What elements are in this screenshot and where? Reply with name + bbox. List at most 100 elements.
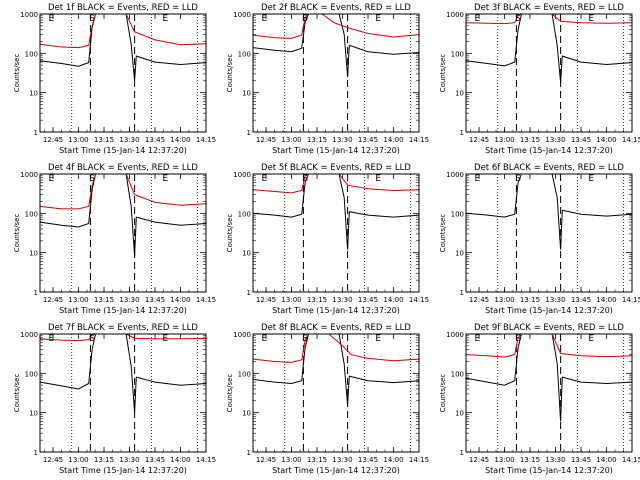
- region-marker: E: [375, 334, 381, 344]
- plot-frame: [465, 173, 633, 293]
- plot-frame: [39, 173, 207, 293]
- lld-series-line: [39, 173, 207, 210]
- x-tick-label: 14:00: [170, 296, 190, 304]
- x-tick-label: 14:15: [622, 296, 640, 304]
- y-tick-label: 100: [451, 50, 464, 58]
- y-axis-label: Counts/sec: [13, 214, 21, 253]
- region-marker: S: [302, 334, 308, 344]
- y-tick-label: 10: [455, 250, 464, 258]
- x-tick-label: 12:45: [43, 296, 63, 304]
- x-tick-label: 14:15: [196, 136, 216, 144]
- y-tick-label: 100: [25, 50, 38, 58]
- x-tick-label: 13:15: [307, 456, 327, 464]
- x-tick-label: 13:15: [520, 296, 540, 304]
- x-tick-label: 13:45: [571, 296, 591, 304]
- chart-title: Det 2f BLACK = Events, RED = LLD: [261, 3, 411, 13]
- lld-series-line: [465, 333, 633, 358]
- y-tick-label: 1000: [233, 171, 251, 179]
- y-tick-label: 1: [460, 289, 464, 297]
- plot-frame: [39, 13, 207, 133]
- x-tick-label: 13:45: [145, 456, 165, 464]
- x-tick-label: 12:45: [256, 456, 276, 464]
- plot-frame: [252, 333, 420, 453]
- y-tick-label: 1000: [233, 331, 251, 339]
- x-tick-label: 14:00: [596, 456, 616, 464]
- region-marker: S: [515, 334, 521, 344]
- chart-panel-6: Det 6f BLACK = Events, RED = LLD Counts/s…: [439, 163, 640, 315]
- x-axis-label: Start Time (15-Jan-14 12:37:20): [272, 306, 400, 315]
- x-tick-label: 13:00: [281, 456, 301, 464]
- x-tick-label: 13:00: [68, 456, 88, 464]
- y-axis-label: Counts/sec: [226, 214, 234, 253]
- y-tick-label: 100: [238, 50, 251, 58]
- y-axis-label: Counts/sec: [439, 374, 447, 413]
- region-marker: S: [515, 14, 521, 24]
- y-axis-label: Counts/sec: [439, 54, 447, 93]
- plot-frame: [465, 13, 633, 133]
- region-marker: E: [48, 334, 54, 344]
- region-marker: S: [89, 174, 95, 184]
- events-series-line: [465, 13, 633, 83]
- x-tick-label: 12:45: [256, 296, 276, 304]
- region-marker: S: [302, 174, 308, 184]
- x-tick-label: 13:45: [571, 456, 591, 464]
- x-tick-label: 13:45: [571, 136, 591, 144]
- x-tick-label: 13:15: [94, 136, 114, 144]
- y-tick-label: 1000: [233, 11, 251, 19]
- x-tick-label: 12:45: [469, 136, 489, 144]
- x-axis-label: Start Time (15-Jan-14 12:37:20): [272, 146, 400, 155]
- region-marker: E: [48, 174, 54, 184]
- region-marker: E: [474, 334, 480, 344]
- events-series-line: [465, 173, 633, 250]
- x-tick-label: 13:45: [358, 456, 378, 464]
- region-marker: E: [474, 174, 480, 184]
- chart-panel-9: Det 9f BLACK = Events, RED = LLD Counts/s…: [439, 323, 640, 475]
- region-marker: E: [375, 174, 381, 184]
- x-tick-label: 13:30: [332, 456, 352, 464]
- x-axis-label: Start Time (15-Jan-14 12:37:20): [485, 146, 613, 155]
- x-tick-label: 13:30: [119, 456, 139, 464]
- y-tick-label: 100: [238, 210, 251, 218]
- x-tick-label: 14:00: [596, 296, 616, 304]
- region-marker: E: [588, 334, 594, 344]
- y-axis-label: Counts/sec: [226, 374, 234, 413]
- x-tick-label: 13:15: [94, 456, 114, 464]
- x-tick-label: 14:15: [409, 296, 429, 304]
- x-tick-label: 13:45: [145, 296, 165, 304]
- y-tick-label: 1: [247, 129, 251, 137]
- y-tick-label: 1000: [446, 11, 464, 19]
- plot-frame: [252, 173, 420, 293]
- x-axis-label: Start Time (15-Jan-14 12:37:20): [59, 146, 187, 155]
- x-tick-label: 14:15: [622, 136, 640, 144]
- y-tick-label: 1000: [20, 171, 38, 179]
- y-tick-label: 10: [455, 90, 464, 98]
- chart-panel-3: Det 3f BLACK = Events, RED = LLD Counts/s…: [439, 3, 640, 155]
- x-tick-label: 13:30: [332, 136, 352, 144]
- y-tick-label: 1000: [446, 331, 464, 339]
- x-tick-label: 13:30: [332, 296, 352, 304]
- events-series-line: [39, 333, 207, 413]
- x-axis-label: Start Time (15-Jan-14 12:37:20): [59, 306, 187, 315]
- y-tick-label: 10: [29, 250, 38, 258]
- x-tick-label: 14:00: [170, 136, 190, 144]
- y-axis-label: Counts/sec: [439, 214, 447, 253]
- chart-panel-7: Det 7f BLACK = Events, RED = LLD Counts/s…: [13, 323, 216, 475]
- plot-frame: [465, 333, 633, 453]
- x-tick-label: 13:45: [358, 296, 378, 304]
- events-series-line: [252, 333, 420, 406]
- region-marker: E: [162, 14, 168, 24]
- events-series-line: [252, 173, 420, 250]
- region-marker: E: [588, 174, 594, 184]
- x-tick-label: 13:00: [68, 296, 88, 304]
- region-marker: E: [162, 334, 168, 344]
- y-tick-label: 100: [25, 210, 38, 218]
- x-tick-label: 14:15: [409, 136, 429, 144]
- x-tick-label: 13:00: [494, 136, 514, 144]
- lld-series-line: [465, 13, 633, 25]
- chart-title: Det 9f BLACK = Events, RED = LLD: [474, 323, 624, 333]
- x-tick-label: 13:00: [68, 136, 88, 144]
- region-marker: E: [261, 174, 267, 184]
- lld-series-line: [252, 173, 420, 194]
- x-tick-label: 12:45: [43, 136, 63, 144]
